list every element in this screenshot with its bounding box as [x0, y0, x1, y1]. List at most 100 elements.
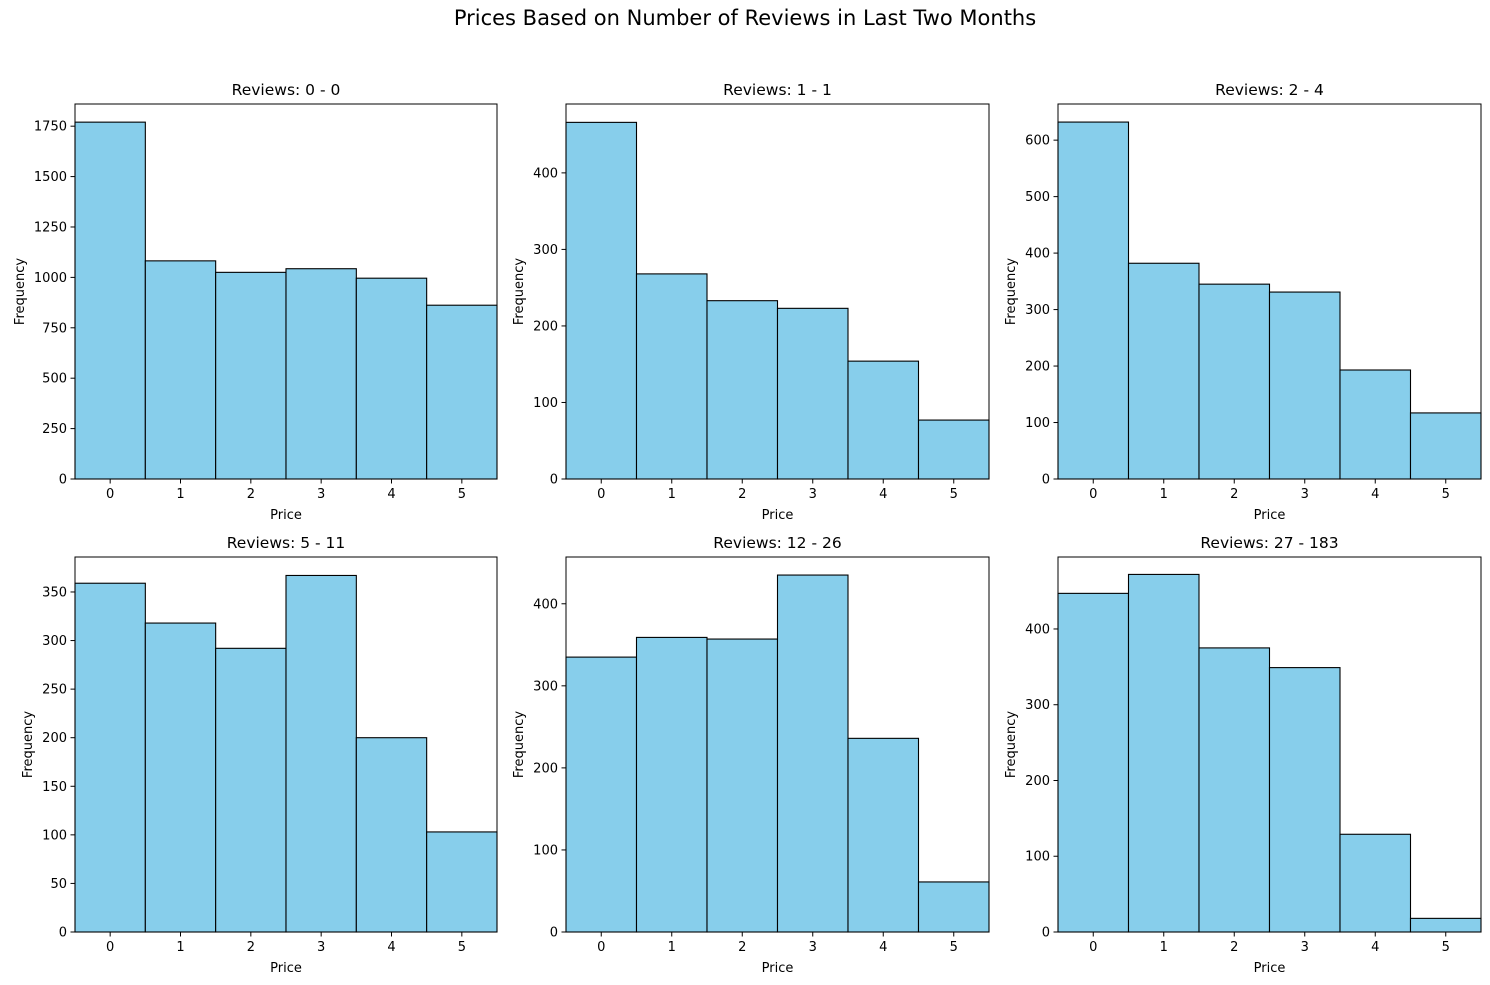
- bar: [1339, 833, 1412, 933]
- y-tick-label: 600: [1025, 134, 1050, 149]
- x-tick-label: 1: [668, 940, 676, 955]
- x-tick-label: 4: [879, 940, 887, 955]
- bar: [1057, 592, 1130, 933]
- x-tick-label: 0: [597, 940, 605, 955]
- x-tick-label: 4: [1371, 487, 1379, 502]
- bar: [355, 737, 428, 933]
- y-tick-label: 100: [42, 828, 67, 843]
- subplot-title: Reviews: 12 - 26: [713, 534, 841, 552]
- bar: [706, 638, 779, 933]
- subplot-1: 0 1 2 3 4 5 0 250 500 750 1000 1250 1500 1750 Reviews:…: [13, 81, 498, 523]
- y-tick-label: 0: [550, 926, 558, 941]
- y-tick-label: 100: [533, 843, 558, 858]
- x-tick-label: 3: [1301, 487, 1309, 502]
- bar: [1127, 262, 1200, 480]
- x-tick-label: 0: [1089, 940, 1097, 955]
- bar: [1198, 647, 1271, 933]
- axes-frame: [565, 556, 990, 933]
- x-tick-label: 5: [1442, 487, 1450, 502]
- y-tick-label: 400: [1025, 622, 1050, 637]
- y-tick-label: 150: [42, 780, 67, 795]
- bar: [776, 307, 849, 480]
- bar: [215, 647, 287, 933]
- y-axis-label: Frequency: [21, 711, 36, 778]
- subplot-5: 0 1 2 3 4 5 0 100 200 300 400 Reviews: 12 - 26 Price…: [512, 534, 990, 976]
- subplot-2: 0 1 2 3 4 5 0 100 200 300 400 Reviews: 1 - 1 Price Fr…: [512, 81, 990, 523]
- y-tick-label: 200: [533, 761, 558, 776]
- axes-frame: [1057, 556, 1482, 933]
- subplot-title: Reviews: 27 - 183: [1200, 534, 1338, 552]
- x-tick-label: 0: [106, 487, 114, 502]
- y-tick-label: 400: [533, 597, 558, 612]
- x-tick-label: 4: [387, 940, 395, 955]
- y-tick-label: 1250: [34, 220, 67, 235]
- bar: [635, 636, 708, 933]
- x-tick-label: 2: [247, 487, 255, 502]
- bar: [565, 656, 638, 933]
- bar: [1198, 283, 1271, 480]
- y-tick-label: 400: [1025, 247, 1050, 262]
- bar: [426, 304, 498, 480]
- y-tick-label: 300: [533, 679, 558, 694]
- x-axis-label: Price: [1254, 508, 1286, 523]
- bar: [917, 419, 990, 480]
- bar: [74, 582, 146, 933]
- x-tick-label: 2: [738, 487, 746, 502]
- bar: [144, 622, 217, 933]
- subplot-6: 0 1 2 3 4 5 0 100 200 300 400 Reviews: 27 - 183 Pric…: [1004, 534, 1482, 976]
- y-tick-label: 300: [42, 634, 67, 649]
- bar: [635, 273, 708, 480]
- x-tick-label: 1: [176, 487, 184, 502]
- x-tick-label: 1: [668, 487, 676, 502]
- x-tick-label: 1: [176, 940, 184, 955]
- subplot-title: Reviews: 2 - 4: [1215, 81, 1324, 99]
- x-tick-label: 3: [317, 940, 325, 955]
- bar: [285, 268, 357, 480]
- y-tick-label: 500: [1025, 190, 1050, 205]
- bar: [1127, 573, 1200, 933]
- x-tick-label: 4: [387, 487, 395, 502]
- bar: [847, 360, 920, 480]
- y-axis-label: Frequency: [512, 711, 527, 778]
- y-axis-label: Frequency: [13, 258, 28, 325]
- y-tick-label: 100: [533, 396, 558, 411]
- x-tick-label: 0: [1089, 487, 1097, 502]
- y-tick-label: 50: [50, 877, 67, 892]
- y-tick-label: 200: [42, 731, 67, 746]
- x-tick-label: 0: [597, 487, 605, 502]
- x-axis-label: Price: [270, 508, 302, 523]
- y-tick-label: 1000: [34, 271, 67, 286]
- y-tick-label: 200: [1025, 774, 1050, 789]
- x-tick-label: 4: [1371, 940, 1379, 955]
- x-tick-label: 5: [1442, 940, 1450, 955]
- x-axis-label: Price: [270, 961, 302, 976]
- bar: [917, 881, 990, 933]
- x-tick-label: 3: [809, 940, 817, 955]
- x-axis-label: Price: [762, 961, 794, 976]
- y-tick-label: 0: [1042, 473, 1050, 488]
- figure-title: Prices Based on Number of Reviews in Las…: [453, 6, 1037, 30]
- subplot-3: 0 1 2 3 4 5 0 100 200 300 400 500 600 Reviews: 2 - 4 P…: [1004, 81, 1482, 523]
- x-tick-label: 5: [458, 487, 466, 502]
- y-tick-label: 1750: [34, 120, 67, 135]
- bar: [74, 121, 146, 480]
- x-tick-label: 2: [738, 940, 746, 955]
- bar: [847, 737, 920, 933]
- x-tick-label: 1: [1160, 940, 1168, 955]
- y-tick-label: 250: [42, 683, 67, 698]
- bar: [776, 574, 849, 933]
- y-tick-label: 0: [550, 473, 558, 488]
- x-axis-label: Price: [762, 508, 794, 523]
- x-tick-label: 3: [317, 487, 325, 502]
- bar: [1268, 667, 1341, 933]
- y-tick-label: 350: [42, 585, 67, 600]
- x-tick-label: 5: [458, 940, 466, 955]
- bar: [285, 574, 357, 933]
- axes-frame: [74, 556, 498, 933]
- x-tick-label: 2: [247, 940, 255, 955]
- x-tick-label: 5: [950, 940, 958, 955]
- y-tick-label: 250: [42, 422, 67, 437]
